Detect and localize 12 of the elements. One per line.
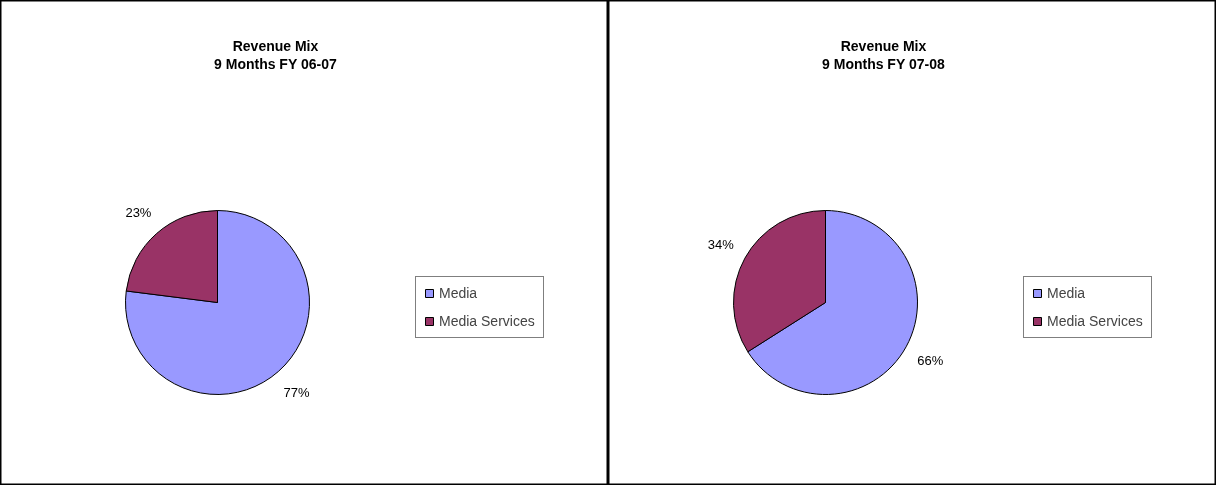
legend-label: Media bbox=[439, 285, 478, 301]
chart-subtitle: 9 Months FY 06-07 bbox=[214, 55, 337, 72]
chart-title: Revenue Mix bbox=[232, 37, 319, 54]
data-label: 23% bbox=[125, 205, 152, 221]
data-label: 77% bbox=[283, 384, 311, 400]
chart-subtitle: 9 Months FY 07-08 bbox=[822, 55, 945, 72]
legend-label: Media bbox=[1047, 285, 1086, 301]
data-label: 66% bbox=[917, 352, 944, 368]
legend-label: Media Services bbox=[439, 313, 535, 329]
data-label: 34% bbox=[707, 237, 735, 253]
legend-label: Media Services bbox=[1047, 313, 1143, 329]
chart-title: Revenue Mix bbox=[840, 37, 927, 54]
